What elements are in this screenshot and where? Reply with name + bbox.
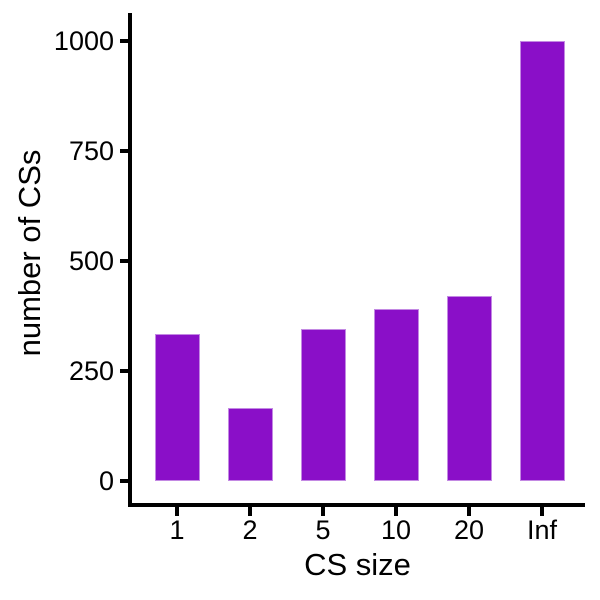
y-tick-mark-750: [120, 149, 131, 153]
x-tick-label-2: 2: [242, 515, 258, 545]
x-tick-label-5: 5: [315, 515, 331, 545]
x-tick-label-10: 10: [380, 515, 412, 545]
bar-2: [227, 408, 273, 481]
y-tick-label-750: 750: [68, 136, 114, 166]
y-tick-label-250: 250: [68, 356, 114, 386]
x-axis-title: CS size: [304, 547, 411, 582]
y-axis-line: [128, 13, 132, 507]
x-tick-label-1: 1: [169, 515, 185, 545]
x-tick-mark-2: [248, 503, 252, 516]
y-tick-label-500: 500: [68, 246, 114, 276]
x-tick-label-20: 20: [453, 515, 485, 545]
y-tick-mark-0: [120, 479, 131, 483]
y-tick-mark-500: [120, 259, 131, 263]
bar-10: [373, 309, 419, 481]
x-tick-mark-20: [467, 503, 471, 516]
x-tick-mark-1: [175, 503, 179, 516]
y-tick-mark-1000: [120, 39, 131, 43]
x-tick-mark-5: [321, 503, 325, 516]
y-tick-label-0: 0: [98, 466, 114, 496]
bar-5: [300, 329, 346, 481]
x-tick-mark-10: [394, 503, 398, 516]
bar-Inf: [519, 41, 565, 481]
bar-20: [446, 296, 492, 481]
y-tick-label-1000: 1000: [53, 26, 114, 56]
y-tick-mark-250: [120, 369, 131, 373]
bar-1: [154, 333, 200, 481]
x-axis-line: [128, 503, 585, 507]
x-tick-mark-Inf: [540, 503, 544, 516]
x-tick-label-Inf: Inf: [526, 515, 558, 545]
